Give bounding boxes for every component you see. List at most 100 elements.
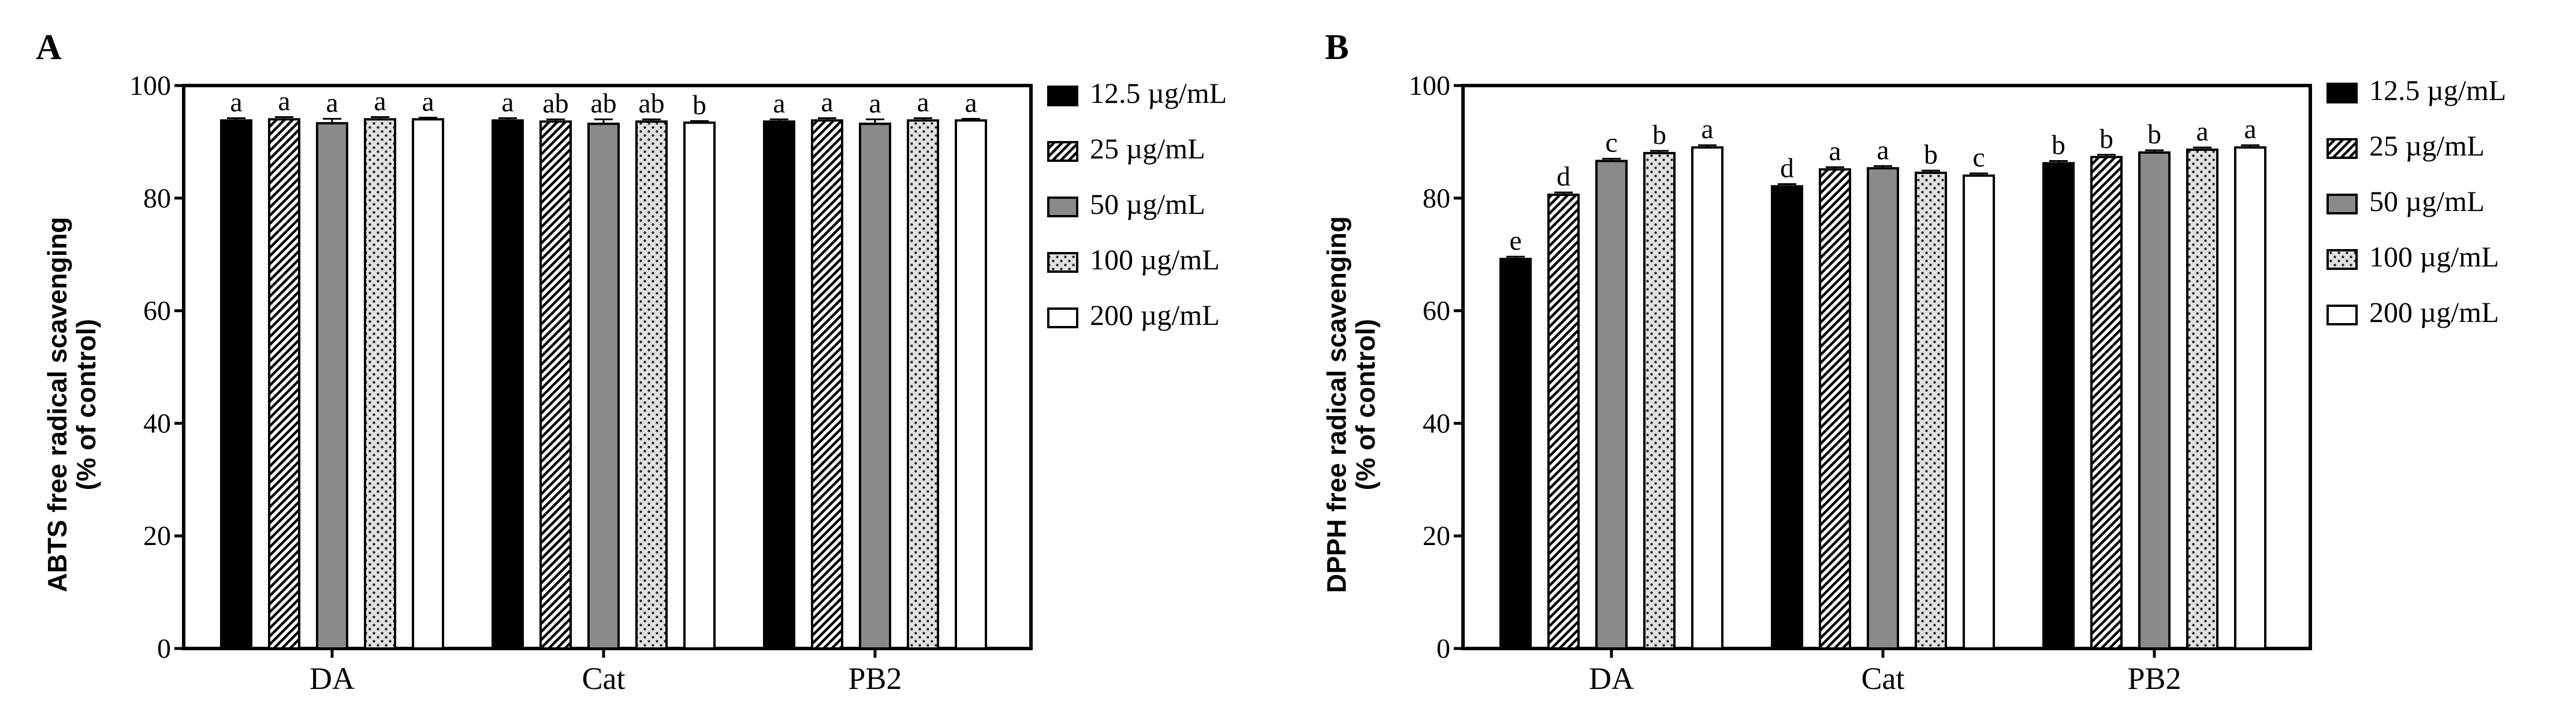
- bar: [1547, 193, 1580, 650]
- y-tick-label: 0: [157, 633, 171, 664]
- legend-swatch: [1047, 307, 1078, 328]
- bar: [955, 119, 987, 650]
- legend-label: 200 µg/mL: [1090, 299, 1220, 331]
- legend-swatch: [1047, 141, 1078, 162]
- significance-letter: a: [869, 88, 881, 118]
- bar: [1771, 185, 1803, 650]
- legend-swatch: [2326, 249, 2358, 270]
- y-axis-title-a: ABTS free radical scavenging (% of contr…: [42, 217, 101, 592]
- bar: [763, 120, 795, 650]
- y-tick-label: 0: [1436, 633, 1450, 664]
- legend-swatch: [2326, 194, 2358, 214]
- bar: [492, 119, 524, 650]
- significance-letter: a: [326, 87, 338, 118]
- x-category-label: PB2: [2127, 661, 2181, 696]
- significance-letter: c: [1972, 142, 1985, 173]
- panel-letter-a: A: [36, 28, 62, 67]
- bar: [1595, 160, 1628, 650]
- legend-swatch: [1047, 197, 1078, 217]
- significance-letter: b: [2099, 124, 2113, 154]
- y-axis-title-b: DPPH free radical scavenging (% of contr…: [1321, 216, 1380, 593]
- legend-swatch: [2326, 83, 2358, 103]
- significance-letter: b: [1652, 120, 1666, 150]
- x-category-label: Cat: [582, 661, 626, 696]
- y-tick-label: 40: [1423, 408, 1450, 439]
- significance-letter: a: [230, 87, 242, 117]
- chart-panel-b: B DPPH free radical scavenging (% of con…: [1321, 28, 2506, 696]
- y-tick-label: 60: [1423, 296, 1450, 327]
- bar: [1915, 171, 1947, 650]
- significance-letter: a: [278, 86, 290, 117]
- legend-label: 50 µg/mL: [1090, 188, 1205, 220]
- legend-label: 100 µg/mL: [2369, 240, 2499, 273]
- legend-swatch: [1047, 86, 1078, 106]
- y-axis-title-line1: ABTS free radical scavenging: [42, 217, 72, 592]
- chart-panel-a: A ABTS free radical scavenging (% of con…: [36, 28, 1227, 696]
- bar: [2090, 155, 2123, 650]
- significance-letter: b: [1924, 139, 1938, 170]
- panel-letter-b: B: [1325, 28, 1349, 67]
- y-tick-label: 40: [143, 408, 171, 439]
- bar: [539, 120, 572, 650]
- bar: [587, 123, 620, 650]
- significance-letter: a: [821, 87, 833, 117]
- y-axis-title-line2: (% of control): [1350, 319, 1380, 490]
- y-tick-label: 80: [1423, 183, 1450, 214]
- bar: [1643, 151, 1676, 650]
- significance-letter: a: [1877, 135, 1889, 165]
- bar: [220, 119, 252, 650]
- significance-letter: e: [1509, 225, 1521, 256]
- significance-letter: a: [374, 86, 386, 117]
- x-category-label: DA: [1589, 661, 1634, 696]
- legend-label: 12.5 µg/mL: [1090, 77, 1227, 109]
- bar: [1819, 168, 1851, 650]
- legend-label: 12.5 µg/mL: [2369, 74, 2506, 106]
- legend-label: 200 µg/mL: [2369, 296, 2499, 328]
- significance-letter: a: [773, 88, 785, 118]
- bar: [364, 118, 396, 650]
- legend-swatch: [1047, 252, 1078, 273]
- legend-label: 25 µg/mL: [2369, 129, 2485, 162]
- significance-letter: a: [422, 87, 434, 117]
- bar: [811, 119, 843, 650]
- bar: [268, 118, 300, 650]
- bar: [1963, 174, 1995, 650]
- bar: [2138, 151, 2171, 650]
- legend-swatch: [2326, 138, 2358, 159]
- significance-letter: ab: [590, 88, 616, 118]
- legend-label: 100 µg/mL: [1090, 243, 1220, 276]
- y-tick-label: 100: [129, 71, 171, 101]
- significance-letter: c: [1605, 128, 1617, 158]
- significance-letter: a: [1829, 136, 1841, 166]
- significance-letter: b: [693, 90, 706, 120]
- legend-label: 25 µg/mL: [1090, 132, 1205, 165]
- significance-letter: a: [2244, 114, 2256, 144]
- bar: [635, 120, 668, 650]
- significance-letter: b: [2147, 119, 2161, 150]
- y-tick-label: 20: [143, 521, 171, 551]
- legend-swatch: [2326, 305, 2358, 325]
- bar: [2042, 162, 2075, 650]
- bar: [2186, 149, 2218, 650]
- x-category-label: Cat: [1862, 661, 1905, 696]
- bar: [683, 121, 716, 650]
- y-tick-label: 80: [143, 183, 171, 214]
- significance-letter: a: [501, 87, 513, 117]
- bar: [1691, 146, 1723, 650]
- bar: [1867, 167, 1899, 650]
- y-axis-title-line1: DPPH free radical scavenging: [1321, 216, 1352, 593]
- significance-letter: ab: [638, 88, 664, 118]
- significance-letter: a: [2196, 116, 2208, 147]
- legend-label: 50 µg/mL: [2369, 185, 2485, 217]
- y-tick-label: 100: [1409, 71, 1450, 101]
- x-category-label: DA: [310, 661, 355, 696]
- significance-letter: a: [917, 87, 929, 117]
- bar: [412, 118, 444, 650]
- bar: [1499, 257, 1532, 650]
- y-tick-label: 20: [1423, 521, 1450, 551]
- bar: [907, 119, 939, 650]
- x-category-label: PB2: [848, 661, 902, 696]
- significance-letter: d: [1780, 153, 1794, 183]
- significance-letter: a: [1701, 114, 1713, 144]
